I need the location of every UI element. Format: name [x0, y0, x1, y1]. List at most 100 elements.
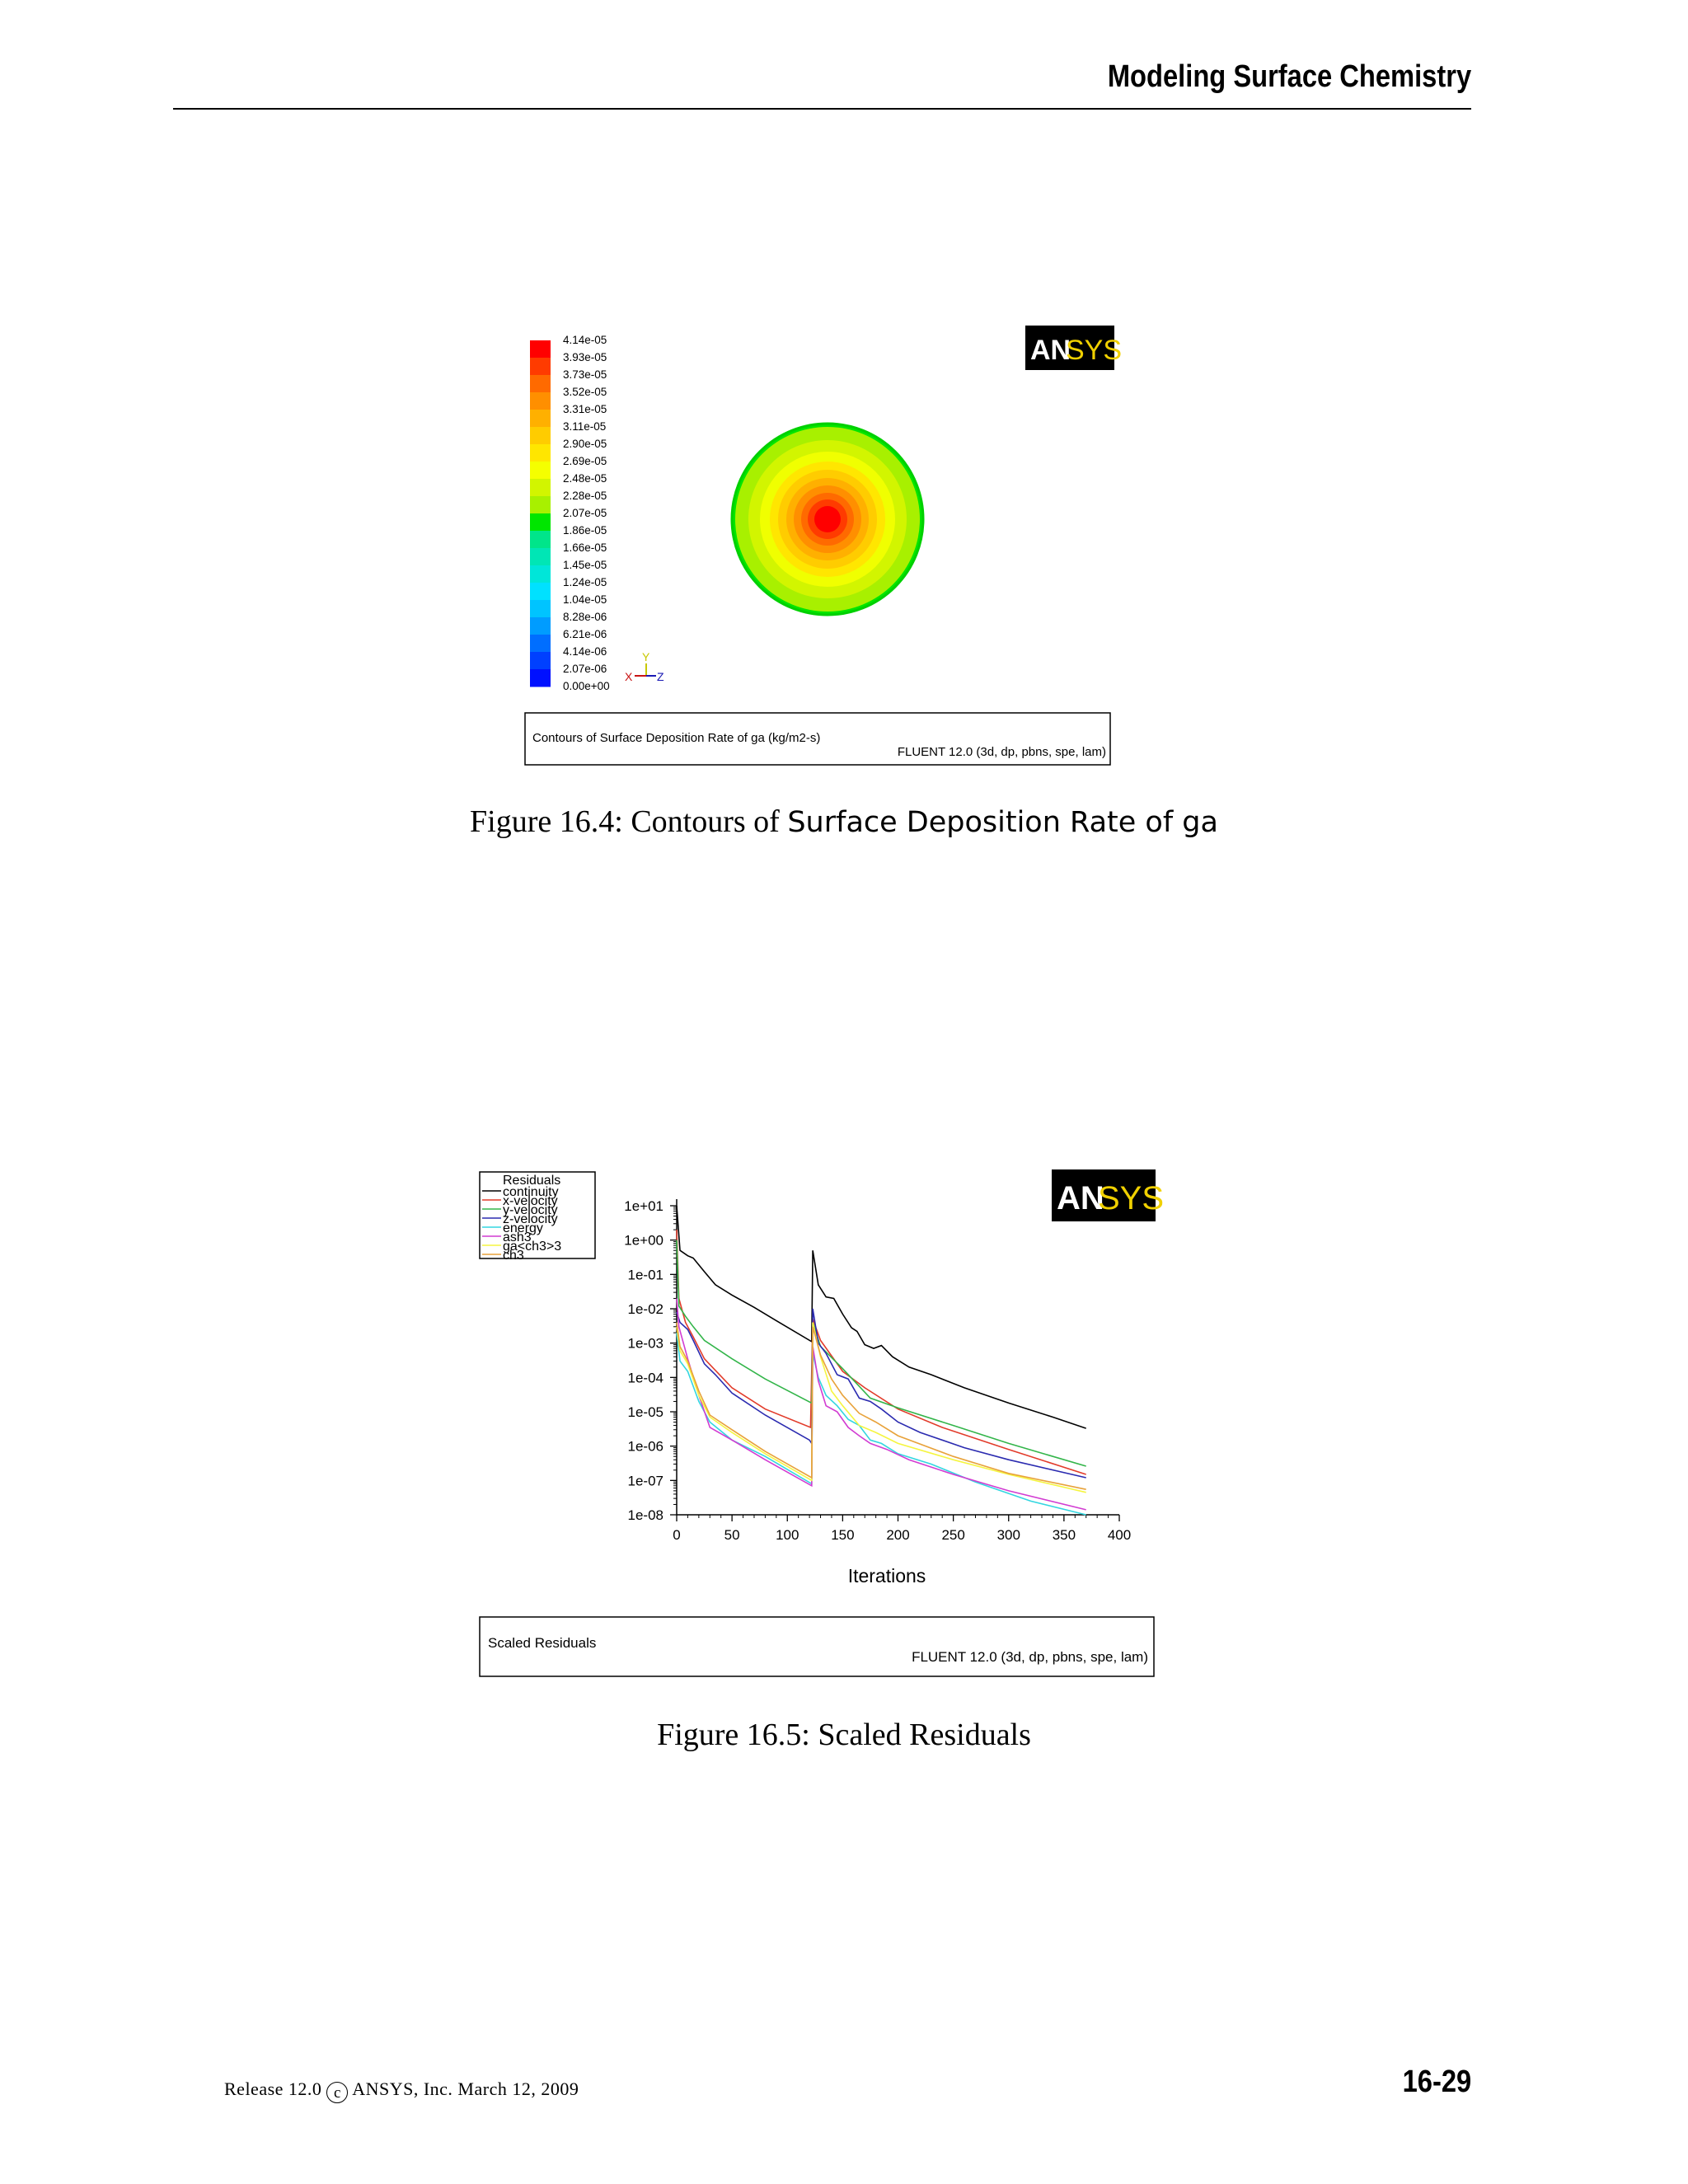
colorbar-label: 1.45e-05 [563, 559, 607, 571]
figure-16-5-caption: Figure 16.5: Scaled Residuals [657, 1718, 1031, 1752]
colorbar-label: 2.48e-05 [563, 472, 607, 485]
colorbar-label: 2.69e-05 [563, 455, 607, 467]
y-tick-label: 1e-07 [628, 1473, 663, 1488]
legend-label: energy [503, 1221, 543, 1235]
colorbar-swatch [530, 669, 551, 687]
residuals-info-box: Scaled Residuals FLUENT 12.0 (3d, dp, pb… [479, 1616, 1155, 1677]
ansys-logo: AN SYS [1052, 1169, 1164, 1221]
colorbar-swatch [530, 652, 551, 670]
colorbar-swatch [530, 583, 551, 601]
legend-label: z-velocity [503, 1212, 558, 1226]
contour-figure: 4.14e-05 3.93e-05 3.73e-05 3.52e-05 3.31e-05… [524, 326, 1122, 766]
y-tick-label: 1e-03 [628, 1336, 663, 1352]
legend-label: ash3 [503, 1230, 532, 1244]
page-number: 16-29 [1402, 2064, 1471, 2099]
colorbar-swatch [530, 565, 551, 583]
svg-text:SYS: SYS [1098, 1180, 1164, 1216]
ansys-logo: AN SYS [1025, 326, 1122, 370]
residuals-info-title: Scaled Residuals [488, 1635, 596, 1651]
colorbar-label: 1.04e-05 [563, 593, 607, 606]
colorbar-swatch [530, 496, 551, 514]
colorbar-label: 1.66e-05 [563, 541, 607, 554]
series-line-continuity [676, 1205, 1086, 1429]
series-line-x-velocity [676, 1230, 1086, 1475]
series-line-y-velocity [676, 1240, 1086, 1467]
x-tick-label: 250 [941, 1527, 964, 1543]
axis-z-label: Z [657, 670, 664, 683]
x-tick-label: 200 [886, 1527, 909, 1543]
legend-title: Residuals [503, 1174, 560, 1188]
colorbar-swatch [530, 392, 551, 410]
colorbar-swatch [530, 479, 551, 497]
residuals-figure: Residuals continuityx-velocityy-velocity… [479, 1169, 1164, 1677]
colorbar-label: 3.93e-05 [563, 351, 607, 363]
series-line-ash3 [676, 1298, 1086, 1511]
legend-label: ga<ch3>3 [503, 1240, 561, 1254]
contour-info-solver: FLUENT 12.0 (3d, dp, pbns, spe, lam) [898, 745, 1106, 759]
axis-y-label: Y [642, 650, 650, 663]
colorbar-swatch [530, 462, 551, 480]
colorbar-swatch [530, 600, 551, 618]
colorbar-label: 2.07e-06 [563, 663, 607, 675]
y-tick-label: 1e-02 [628, 1301, 663, 1317]
residuals-legend: Residuals continuityx-velocityy-velocity… [479, 1171, 596, 1263]
series-line-energy [676, 1333, 1086, 1516]
legend-label: continuity [503, 1185, 559, 1199]
series-line-ch3 [676, 1322, 1086, 1490]
y-tick-label: 1e-06 [628, 1439, 663, 1455]
colorbar-label: 1.24e-05 [563, 576, 607, 588]
x-tick-label: 0 [673, 1527, 680, 1543]
colorbar-swatch [530, 635, 551, 653]
colorbar-swatch [530, 358, 551, 376]
colorbar-label: 2.90e-05 [563, 438, 607, 450]
colorbar-label: 3.11e-05 [563, 420, 606, 433]
colorbar-swatch [530, 410, 551, 428]
axis-x-label: X [625, 670, 633, 683]
y-tick-label: 1e-08 [628, 1507, 663, 1523]
colorbar-swatch [530, 617, 551, 635]
y-tick-label: 1e+00 [624, 1233, 663, 1249]
colorbar-label: 2.07e-05 [563, 507, 607, 519]
legend-label: y-velocity [503, 1203, 558, 1217]
svg-text:SYS: SYS [1066, 335, 1122, 366]
residuals-info-solver: FLUENT 12.0 (3d, dp, pbns, spe, lam) [912, 1649, 1148, 1665]
colorbar-label: 3.52e-05 [563, 386, 607, 398]
x-tick-label: 100 [776, 1527, 799, 1543]
colorbar-label: 2.28e-05 [563, 490, 607, 502]
y-tick-label: 1e-04 [628, 1370, 663, 1385]
colorbar-swatch [530, 513, 551, 532]
colorbar: 4.14e-05 3.93e-05 3.73e-05 3.52e-05 3.31e-05… [530, 334, 610, 692]
y-tick-label: 1e+01 [624, 1198, 663, 1214]
colorbar-swatch [530, 427, 551, 445]
contour-info-box: Contours of Surface Deposition Rate of g… [524, 712, 1111, 766]
x-tick-label: 150 [831, 1527, 854, 1543]
colorbar-swatch [530, 375, 551, 393]
colorbar-label: 4.14e-06 [563, 645, 607, 658]
colorbar-label: 3.73e-05 [563, 368, 607, 381]
colorbar-label: 0.00e+00 [563, 680, 610, 692]
header-rule [173, 108, 1471, 110]
colorbar-label: 6.21e-06 [563, 628, 607, 640]
svg-text:AN: AN [1030, 335, 1071, 366]
copyright-symbol: c [326, 2082, 349, 2103]
axis-triad: Y X Z [625, 650, 664, 683]
series-line-z-velocity [676, 1308, 1086, 1479]
colorbar-swatch [530, 531, 551, 549]
y-tick-label: 1e-05 [628, 1404, 663, 1420]
running-header-title: Modeling Surface Chemistry [1107, 59, 1471, 94]
y-tick-label: 1e-01 [628, 1267, 663, 1282]
x-axis-label: Iterations [848, 1565, 926, 1586]
colorbar-swatch [530, 340, 551, 359]
legend-label: x-velocity [503, 1194, 558, 1208]
colorbar-label: 1.86e-05 [563, 524, 607, 537]
colorbar-label: 3.31e-05 [563, 403, 607, 415]
series-line-ga-ch3-3 [676, 1322, 1086, 1493]
figure-16-4-caption: Figure 16.4: Contours of Surface Deposit… [470, 804, 1218, 839]
x-tick-label: 300 [997, 1527, 1020, 1543]
legend-label: ch3 [503, 1249, 524, 1263]
contour-info-title: Contours of Surface Deposition Rate of g… [532, 731, 820, 745]
colorbar-label: 4.14e-05 [563, 334, 607, 346]
x-tick-label: 50 [724, 1527, 740, 1543]
colorbar-swatch [530, 548, 551, 566]
deposition-disk [730, 422, 925, 616]
